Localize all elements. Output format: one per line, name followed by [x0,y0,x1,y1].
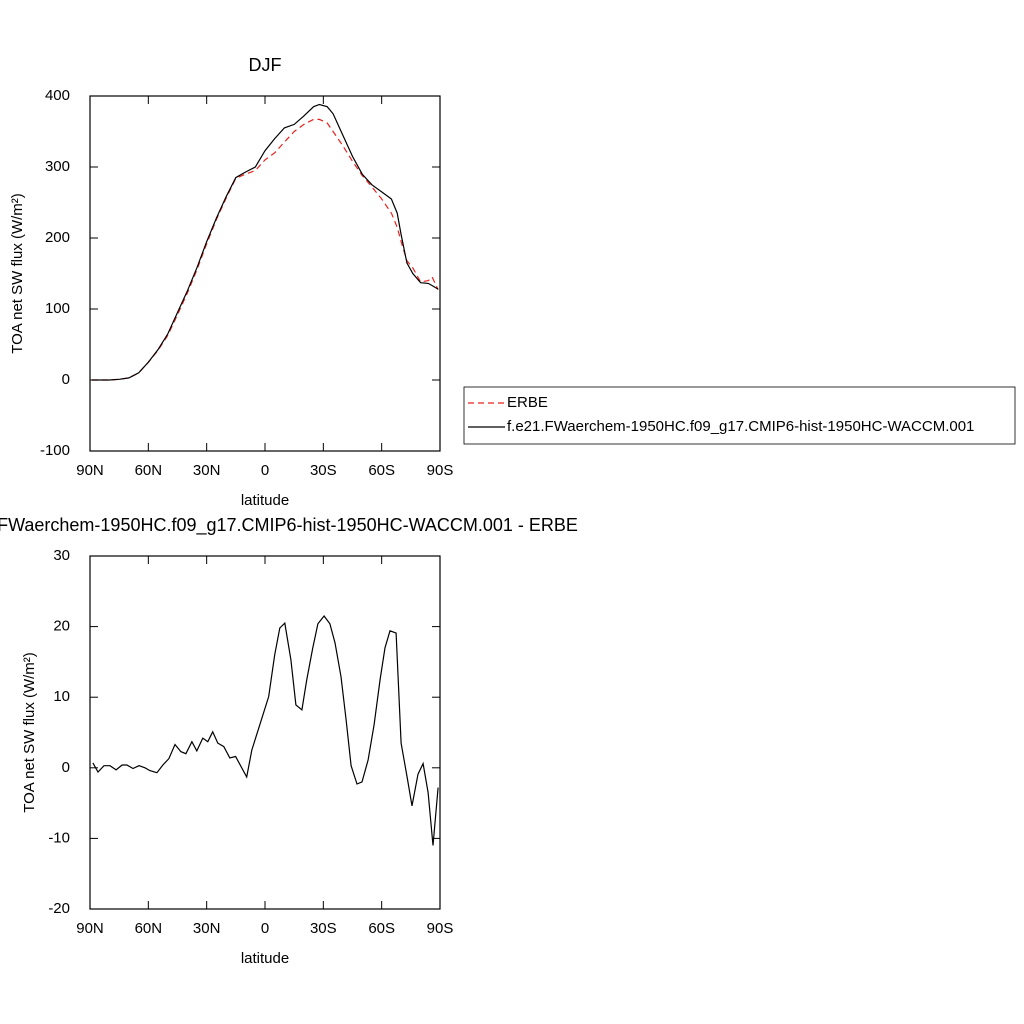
y-tick-label: 300 [45,158,70,175]
data-line [92,615,439,846]
y-tick-label: 20 [53,618,70,635]
data-line [91,118,439,381]
x-axis-label: latitude [241,950,289,967]
legend-box [463,386,1016,445]
plot-frame [89,555,441,910]
x-tick-label: 90S [427,462,454,479]
legend-label: ERBE [507,394,548,411]
y-tick-label: 0 [62,759,70,776]
chart-title: DJF [249,55,282,75]
x-tick-label: 60S [368,462,395,479]
y-axis-label: TOA net SW flux (W/m²) [21,652,38,813]
y-axis-label: TOA net SW flux (W/m²) [9,193,26,354]
x-tick-label: 30N [193,920,221,937]
x-tick-label: 90N [76,462,104,479]
y-tick-label: 0 [62,371,70,388]
data-line [91,103,439,381]
plot-frame [89,95,441,452]
x-tick-label: 90N [76,920,104,937]
y-tick-label: 10 [53,688,70,705]
x-tick-label: 30N [193,462,221,479]
y-tick-label: 400 [45,87,70,104]
chart-title: f.e21.FWaerchem-1950HC.f09_g17.CMIP6-his… [0,515,578,536]
y-tick-label: -100 [40,442,70,459]
x-tick-label: 0 [261,920,269,937]
x-tick-label: 60N [135,920,163,937]
y-tick-label: 30 [53,547,70,564]
y-tick-label: -20 [48,900,70,917]
x-tick-label: 0 [261,462,269,479]
x-axis-label: latitude [241,492,289,509]
legend-label: f.e21.FWaerchem-1950HC.f09_g17.CMIP6-his… [507,418,974,435]
x-tick-label: 60S [368,920,395,937]
y-tick-label: 100 [45,300,70,317]
x-tick-label: 90S [427,920,454,937]
x-tick-label: 30S [310,920,337,937]
x-tick-label: 30S [310,462,337,479]
y-tick-label: 200 [45,229,70,246]
y-tick-label: -10 [48,829,70,846]
x-tick-label: 60N [135,462,163,479]
